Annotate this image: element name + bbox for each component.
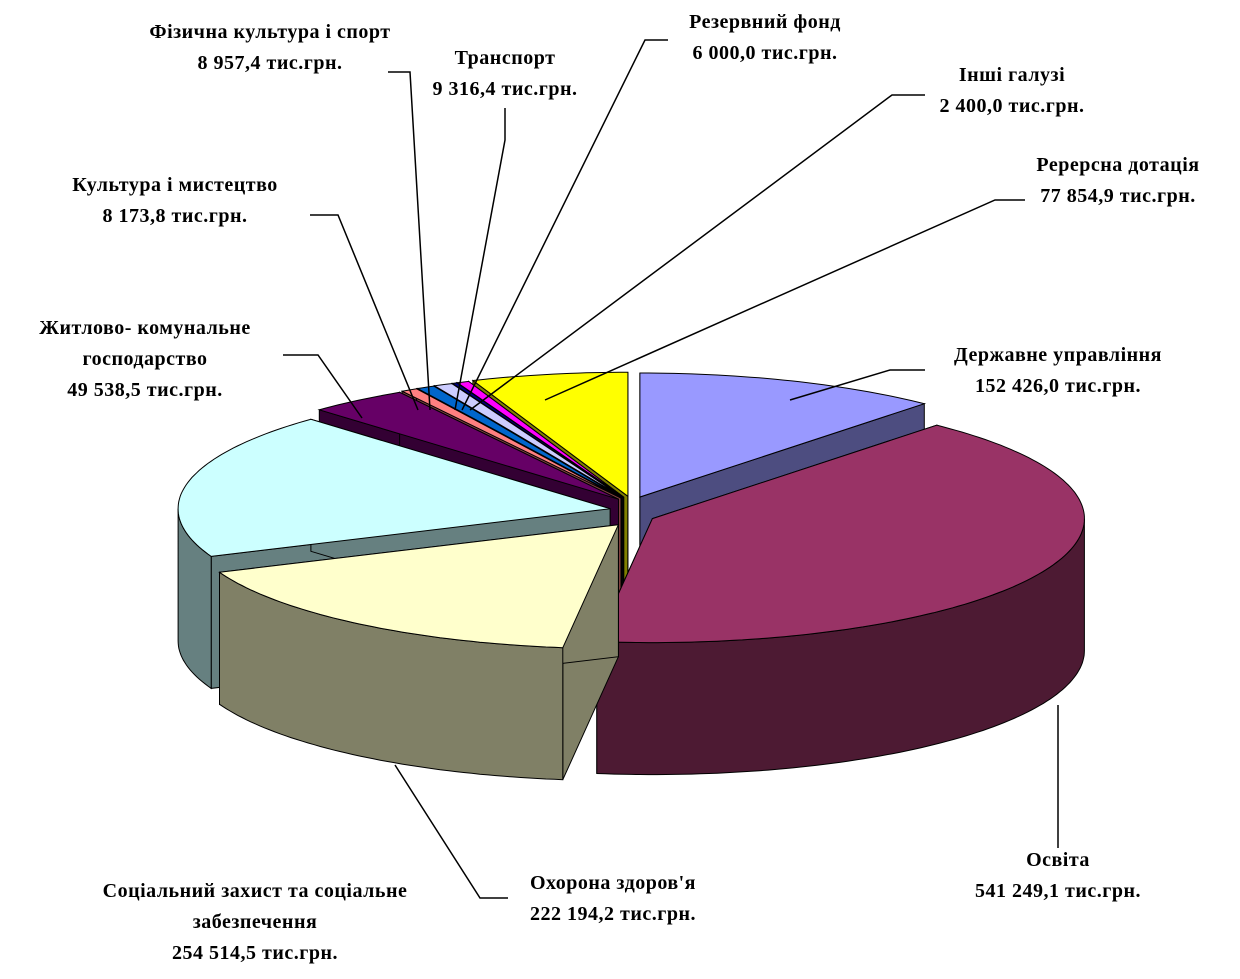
category-name: Ререрсна дотація [1036, 154, 1200, 176]
slice [596, 424, 1085, 644]
slice-label: Ререрсна дотація 77 854,9 тис.грн. [988, 150, 1240, 212]
leader-line [469, 94, 925, 411]
value-label: 152 426,0 тис.грн. [975, 375, 1141, 397]
leader-line [789, 369, 925, 401]
leader-line [454, 108, 506, 411]
slice [218, 524, 620, 649]
slice [177, 418, 611, 557]
leader-line [388, 71, 431, 411]
value-label: 254 514,5 тис.грн. [172, 942, 338, 964]
slice-label: Транспорт 9 316,4 тис.грн. [395, 43, 615, 105]
leader-line [461, 39, 668, 411]
value-label: 9 316,4 тис.грн. [432, 78, 578, 100]
value-label: 49 538,5 тис.грн. [67, 379, 223, 401]
leader-line [283, 354, 363, 419]
value-label: 6 000,0 тис.грн. [692, 42, 838, 64]
leader-line [544, 199, 1025, 401]
value-label: 541 249,1 тис.грн. [975, 880, 1141, 902]
slice [317, 391, 619, 500]
category-name: Державне управління [953, 344, 1163, 366]
slice-label: Освіта 541 249,1 тис.грн. [928, 845, 1188, 907]
slice-label: Державне управління 152 426,0 тис.грн. [898, 340, 1218, 402]
slice-label: Житлово- комунальне господарство 49 538,5… [0, 313, 295, 406]
leader-line [310, 214, 419, 411]
value-label: 8 173,8 тис.грн. [102, 205, 248, 227]
category-name: Резервний фонд [689, 11, 841, 33]
category-name: Соціальний захист та соціальне забезпече… [102, 880, 408, 933]
slice-label: Соціальний захист та соціальне забезпече… [95, 876, 415, 969]
slice-label: Охорона здоров'я 222 194,2 тис.грн. [483, 868, 743, 930]
slice-label: Інші галузі 2 400,0 тис.грн. [892, 60, 1132, 122]
slice [639, 372, 927, 498]
leader-line [394, 764, 508, 899]
category-name: Транспорт [454, 47, 556, 69]
category-name: Культура і мистецтво [72, 174, 278, 196]
slice-label: Резервний фонд 6 000,0 тис.грн. [645, 7, 885, 69]
value-label: 2 400,0 тис.грн. [939, 95, 1085, 117]
category-name: Охорона здоров'я [529, 872, 697, 894]
value-label: 8 957,4 тис.грн. [197, 52, 343, 74]
category-name: Житлово- комунальне господарство [39, 317, 251, 370]
category-name: Інші галузі [958, 64, 1066, 86]
category-name: Фізична культура і спорт [149, 21, 391, 43]
category-name: Освіта [1026, 849, 1090, 871]
value-label: 222 194,2 тис.грн. [530, 903, 696, 925]
slice-label: Фізична культура і спорт 8 957,4 тис.грн. [140, 17, 400, 79]
value-label: 77 854,9 тис.грн. [1040, 185, 1196, 207]
slice-label: Культура і мистецтво 8 173,8 тис.грн. [25, 170, 325, 232]
